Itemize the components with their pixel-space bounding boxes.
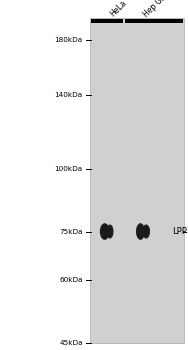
Text: 180kDa: 180kDa [55,37,83,43]
Ellipse shape [102,228,107,236]
Ellipse shape [144,228,148,235]
Ellipse shape [143,226,149,237]
Ellipse shape [109,229,111,234]
Ellipse shape [107,225,113,238]
Ellipse shape [107,225,113,238]
Ellipse shape [109,229,111,234]
Ellipse shape [137,226,143,237]
Bar [90,18,184,343]
Ellipse shape [103,229,106,234]
Text: 45kDa: 45kDa [59,340,83,346]
Text: HeLa: HeLa [108,0,128,19]
Ellipse shape [138,227,143,236]
Ellipse shape [136,224,145,239]
Ellipse shape [101,225,108,238]
Ellipse shape [136,223,145,240]
Text: 60kDa: 60kDa [59,277,83,283]
Ellipse shape [137,224,144,239]
Ellipse shape [143,226,149,237]
Text: Hep G2: Hep G2 [142,0,168,19]
Ellipse shape [101,226,108,237]
Ellipse shape [101,224,109,239]
Ellipse shape [143,225,149,238]
Ellipse shape [100,223,110,240]
Ellipse shape [139,228,142,235]
Ellipse shape [102,227,107,236]
Ellipse shape [108,228,112,235]
Ellipse shape [106,224,114,239]
Ellipse shape [103,228,107,235]
Ellipse shape [107,226,113,237]
Ellipse shape [138,228,143,236]
Ellipse shape [145,229,147,234]
Bar [91,19,123,23]
Ellipse shape [102,226,108,237]
Ellipse shape [100,224,109,239]
Text: 100kDa: 100kDa [55,166,83,172]
Ellipse shape [139,229,142,234]
Bar [125,19,183,23]
Ellipse shape [142,224,150,239]
Ellipse shape [144,227,149,236]
Ellipse shape [108,228,112,235]
Ellipse shape [142,225,150,238]
Text: 75kDa: 75kDa [59,229,83,235]
Ellipse shape [138,226,143,237]
Ellipse shape [145,229,148,234]
Ellipse shape [108,226,112,237]
Text: LPP: LPP [172,227,187,236]
Ellipse shape [108,227,112,236]
Ellipse shape [137,225,144,238]
Text: 140kDa: 140kDa [55,92,83,98]
Ellipse shape [144,228,148,235]
